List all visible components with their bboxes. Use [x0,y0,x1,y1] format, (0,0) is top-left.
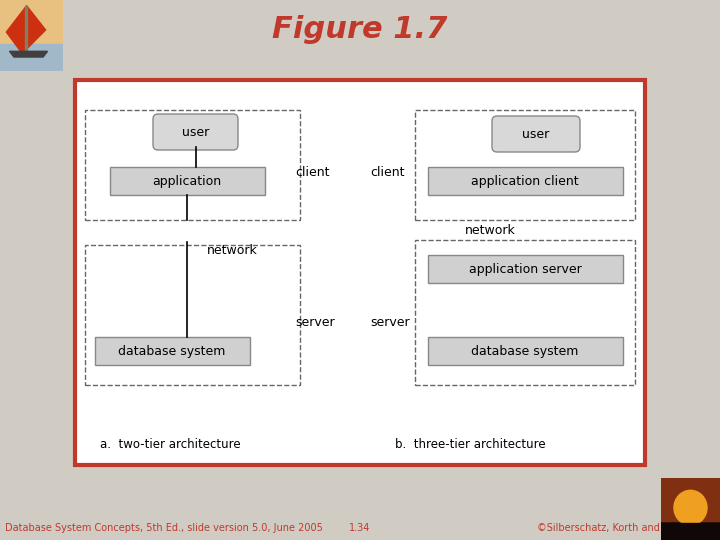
Text: b.  three-tier architecture: b. three-tier architecture [395,438,546,451]
FancyBboxPatch shape [492,116,580,152]
Text: ©Silberschatz, Korth and Sudarshan: ©Silberschatz, Korth and Sudarshan [537,523,715,533]
Bar [85,110,300,220]
Text: network: network [465,225,516,238]
Bar [0,0,63,46]
Bar [661,523,720,540]
Bar [75,80,645,465]
Polygon shape [9,51,48,57]
Bar [415,240,635,385]
Text: application server: application server [469,262,581,275]
Text: database system: database system [472,345,579,357]
Text: Figure 1.7: Figure 1.7 [272,16,448,44]
Text: 1.34: 1.34 [349,523,371,533]
FancyBboxPatch shape [153,114,238,150]
Text: Database System Concepts, 5th Ed., slide version 5.0, June 2005: Database System Concepts, 5th Ed., slide… [5,523,323,533]
Bar [0,44,63,71]
Bar [428,337,623,365]
Circle shape [674,490,707,525]
Bar [25,6,27,53]
Text: a.  two-tier architecture: a. two-tier architecture [100,438,240,451]
Text: server: server [295,315,335,328]
Text: client: client [370,166,405,179]
Text: network: network [207,245,258,258]
Text: client: client [295,166,330,179]
Text: database system: database system [118,345,225,357]
Text: application: application [153,174,222,187]
Text: server: server [370,315,410,328]
Text: application client: application client [471,174,579,187]
Bar [428,255,623,283]
Bar [85,245,300,385]
Bar [415,110,635,220]
Text: user: user [523,127,549,140]
Polygon shape [6,6,27,53]
Polygon shape [22,6,45,53]
Bar [428,167,623,195]
Bar [95,337,250,365]
Text: user: user [182,125,210,138]
Bar [661,478,720,522]
Bar [110,167,265,195]
